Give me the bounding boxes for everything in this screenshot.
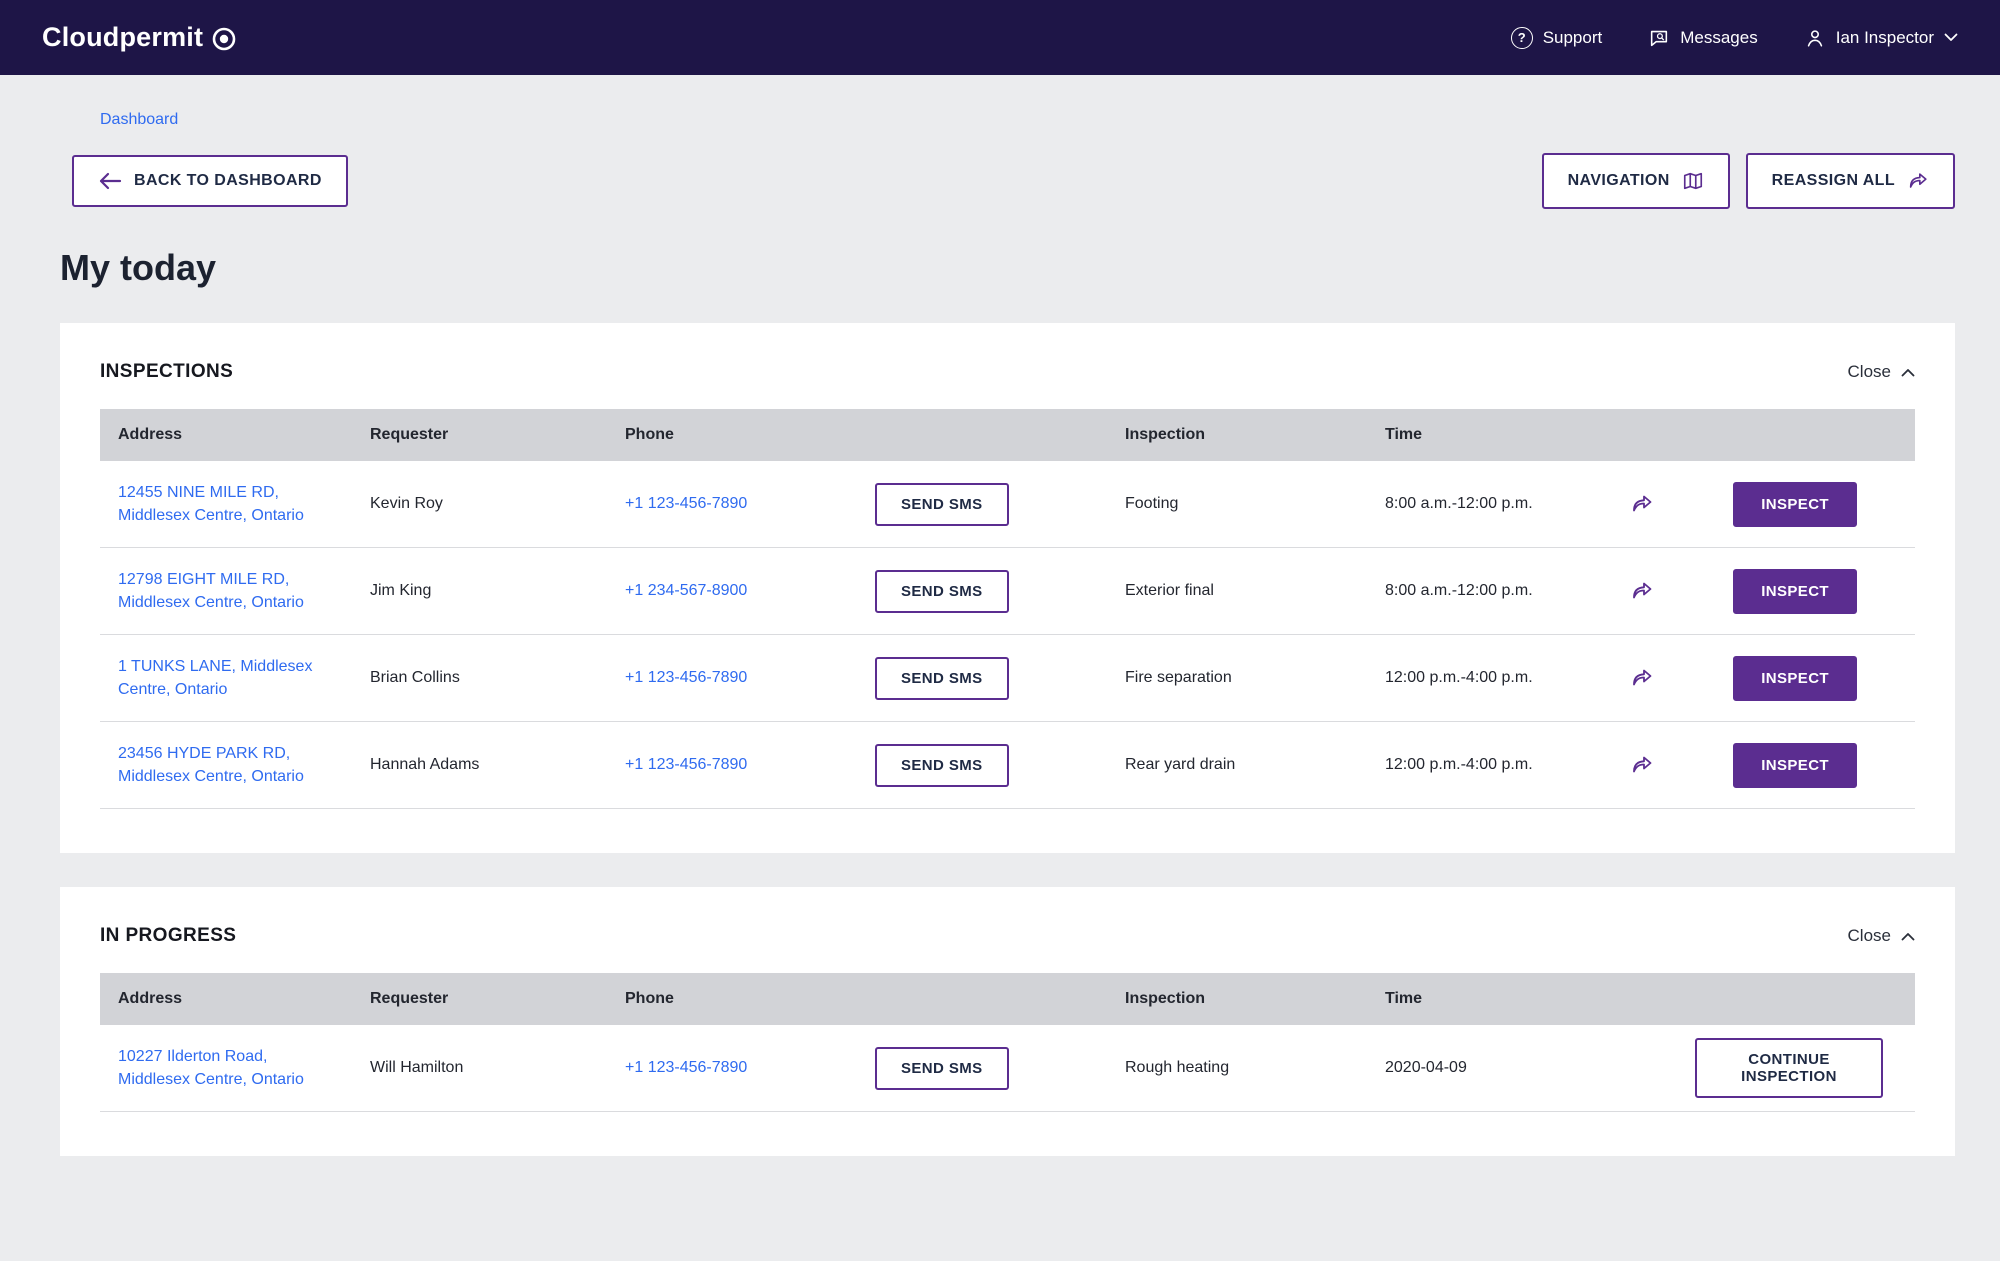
address-link[interactable]: 10227 Ilderton Road, Middlesex Centre, O… xyxy=(118,1047,304,1088)
page-title: My today xyxy=(60,247,217,288)
close-label: Close xyxy=(1847,926,1891,945)
requester-name: Kevin Roy xyxy=(370,495,443,512)
phone-link[interactable]: +1 123-456-7890 xyxy=(625,756,748,773)
in-progress-card: IN PROGRESS Close Address Requester Phon… xyxy=(60,887,1955,1156)
brand-logo: Cloudpermit xyxy=(42,22,237,53)
send-sms-button[interactable]: SEND SMS xyxy=(875,1046,1009,1090)
reassign-all-label: REASSIGN ALL xyxy=(1771,172,1895,189)
inspect-button[interactable]: INSPECT xyxy=(1733,742,1857,788)
requester-name: Brian Collins xyxy=(370,669,460,686)
inspection-time: 8:00 a.m.-12:00 p.m. xyxy=(1385,495,1533,512)
inspect-button[interactable]: INSPECT xyxy=(1733,481,1857,527)
brand-name: Cloudpermit xyxy=(42,22,204,52)
inspections-card: INSPECTIONS Close Address Requester Phon… xyxy=(60,323,1955,853)
table-row: 1 TUNKS LANE, Middlesex Centre, Ontario … xyxy=(100,635,1915,722)
toolbar: BACK TO DASHBOARD NAVIGATION REASSIGN AL… xyxy=(60,153,1955,209)
close-label: Close xyxy=(1847,362,1891,381)
inspection-type: Exterior final xyxy=(1125,582,1214,599)
inspection-type: Rough heating xyxy=(1125,1059,1230,1076)
navbar-right: ? Support Messages Ian Inspector xyxy=(1510,26,1958,49)
inspection-time: 8:00 a.m.-12:00 p.m. xyxy=(1385,582,1533,599)
inspection-time: 12:00 p.m.-4:00 p.m. xyxy=(1385,756,1533,773)
in-progress-title: IN PROGRESS xyxy=(100,925,237,946)
table-row: 10227 Ilderton Road, Middlesex Centre, O… xyxy=(100,1025,1915,1112)
reassign-row-icon[interactable] xyxy=(1626,575,1658,607)
column-header-address: Address xyxy=(118,426,183,443)
cloudpermit-logo-icon xyxy=(211,26,237,52)
continue-inspection-button[interactable]: CONTINUE INSPECTION xyxy=(1695,1038,1883,1098)
reassign-row-icon[interactable] xyxy=(1626,749,1658,781)
user-icon xyxy=(1804,27,1826,49)
reassign-row-icon[interactable] xyxy=(1626,662,1658,694)
inspection-type: Footing xyxy=(1125,495,1179,512)
column-header-phone: Phone xyxy=(625,990,674,1007)
table-row: 23456 HYDE PARK RD, Middlesex Centre, On… xyxy=(100,722,1915,809)
chevron-up-icon xyxy=(1901,368,1915,377)
user-name: Ian Inspector xyxy=(1835,27,1934,47)
column-header-phone: Phone xyxy=(625,426,674,443)
send-sms-button[interactable]: SEND SMS xyxy=(875,656,1009,700)
column-header-inspection: Inspection xyxy=(1125,426,1206,443)
phone-link[interactable]: +1 123-456-7890 xyxy=(625,669,748,686)
navigation-button[interactable]: NAVIGATION xyxy=(1541,153,1730,209)
in-progress-table: Address Requester Phone Inspection Time … xyxy=(100,973,1915,1112)
back-to-dashboard-button[interactable]: BACK TO DASHBOARD xyxy=(72,155,348,207)
inspection-time: 12:00 p.m.-4:00 p.m. xyxy=(1385,669,1533,686)
navigation-label: NAVIGATION xyxy=(1567,172,1670,189)
send-sms-button[interactable]: SEND SMS xyxy=(875,569,1009,613)
table-row: 12798 EIGHT MILE RD, Middlesex Centre, O… xyxy=(100,548,1915,635)
breadcrumb: Dashboard xyxy=(60,75,1955,129)
column-header-inspection: Inspection xyxy=(1125,990,1206,1007)
inspection-date: 2020-04-09 xyxy=(1385,1059,1467,1076)
map-icon xyxy=(1682,170,1704,192)
user-menu[interactable]: Ian Inspector xyxy=(1804,27,1958,49)
table-row: 12455 NINE MILE RD, Middlesex Centre, On… xyxy=(100,461,1915,548)
phone-link[interactable]: +1 234-567-8900 xyxy=(625,582,748,599)
column-header-requester: Requester xyxy=(370,990,449,1007)
help-icon: ? xyxy=(1510,26,1533,49)
breadcrumb-dashboard-link[interactable]: Dashboard xyxy=(100,111,179,128)
inspection-type: Rear yard drain xyxy=(1125,756,1236,773)
reassign-all-button[interactable]: REASSIGN ALL xyxy=(1745,153,1955,209)
messages-link[interactable]: Messages xyxy=(1648,27,1758,49)
address-link[interactable]: 12798 EIGHT MILE RD, Middlesex Centre, O… xyxy=(118,570,304,611)
phone-link[interactable]: +1 123-456-7890 xyxy=(625,495,748,512)
inspect-button[interactable]: INSPECT xyxy=(1733,655,1857,701)
top-navbar: Cloudpermit ? Support Messages Ian Inspe… xyxy=(0,0,2000,75)
column-header-requester: Requester xyxy=(370,426,449,443)
chevron-down-icon xyxy=(1944,33,1958,42)
messages-label: Messages xyxy=(1680,27,1758,47)
reassign-row-icon[interactable] xyxy=(1626,488,1658,520)
inspection-type: Fire separation xyxy=(1125,669,1232,686)
requester-name: Jim King xyxy=(370,582,432,599)
address-link[interactable]: 12455 NINE MILE RD, Middlesex Centre, On… xyxy=(118,483,304,524)
column-header-address: Address xyxy=(118,990,183,1007)
inspections-title: INSPECTIONS xyxy=(100,361,234,382)
inspections-close-toggle[interactable]: Close xyxy=(1848,362,1915,382)
send-sms-button[interactable]: SEND SMS xyxy=(875,743,1009,787)
phone-link[interactable]: +1 123-456-7890 xyxy=(625,1059,748,1076)
column-header-time: Time xyxy=(1385,990,1423,1007)
messages-icon xyxy=(1648,27,1670,49)
in-progress-close-toggle[interactable]: Close xyxy=(1848,926,1915,946)
support-link[interactable]: ? Support xyxy=(1510,26,1603,49)
address-link[interactable]: 23456 HYDE PARK RD, Middlesex Centre, On… xyxy=(118,744,304,785)
requester-name: Will Hamilton xyxy=(370,1059,464,1076)
chevron-up-icon xyxy=(1901,932,1915,941)
address-link[interactable]: 1 TUNKS LANE, Middlesex Centre, Ontario xyxy=(118,657,313,698)
reassign-icon xyxy=(1907,170,1929,192)
support-label: Support xyxy=(1542,27,1603,47)
back-to-dashboard-label: BACK TO DASHBOARD xyxy=(134,172,322,189)
inspections-table: Address Requester Phone Inspection Time … xyxy=(100,409,1915,809)
column-header-time: Time xyxy=(1385,426,1423,443)
arrow-left-icon xyxy=(98,172,122,190)
send-sms-button[interactable]: SEND SMS xyxy=(875,482,1009,526)
page-content: Dashboard BACK TO DASHBOARD NAVIGATION R… xyxy=(60,75,1955,1156)
table-header: Address Requester Phone Inspection Time xyxy=(100,409,1915,461)
inspect-button[interactable]: INSPECT xyxy=(1733,568,1857,614)
table-header: Address Requester Phone Inspection Time xyxy=(100,973,1915,1025)
requester-name: Hannah Adams xyxy=(370,756,480,773)
